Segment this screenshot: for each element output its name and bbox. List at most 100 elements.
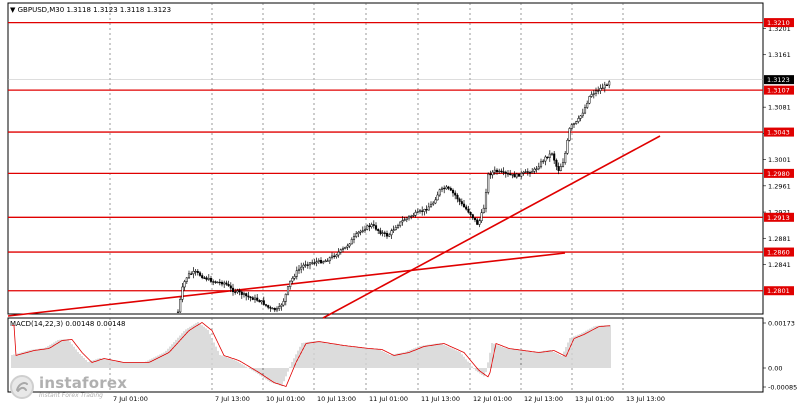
candle-body xyxy=(348,243,351,247)
candle-body xyxy=(412,215,415,217)
macd-header: MACD(14,22,3) 0.00148 0.00148 xyxy=(10,320,126,328)
candle-body xyxy=(346,245,349,248)
level-label: 1.3210 xyxy=(767,19,790,27)
candle-body xyxy=(522,172,525,174)
candle-body xyxy=(524,171,527,173)
level-label: 1.2801 xyxy=(767,287,790,295)
candle-body xyxy=(379,230,382,234)
candle-body xyxy=(324,260,327,262)
candle-body xyxy=(269,307,272,309)
candle-body xyxy=(372,224,375,226)
candle-body xyxy=(234,291,237,293)
candle-body xyxy=(236,290,239,293)
candle-body xyxy=(201,275,204,279)
candle-body xyxy=(282,301,285,306)
time-label: 12 Jul 01:00 xyxy=(473,395,512,403)
candle-body xyxy=(478,220,481,225)
candle-body xyxy=(550,153,554,155)
price-tick-label: 1.2881 xyxy=(768,235,791,243)
candle-body xyxy=(491,171,494,176)
candle-body xyxy=(392,229,395,231)
level-tag xyxy=(764,85,794,95)
candle-body xyxy=(306,264,309,266)
candle-body xyxy=(308,262,312,266)
candle-body xyxy=(487,173,490,193)
candle-body xyxy=(410,215,413,218)
candle-body xyxy=(425,208,428,211)
candle-body xyxy=(553,153,556,161)
candle-body xyxy=(185,277,188,282)
candle-body xyxy=(504,171,507,174)
candle-body xyxy=(368,225,371,228)
price-tick-label: 1.2841 xyxy=(768,261,791,269)
level-label: 1.2980 xyxy=(767,170,790,178)
candle-body xyxy=(588,96,591,104)
candle-body xyxy=(423,208,426,212)
candle-body xyxy=(416,211,419,213)
candle-body xyxy=(300,266,303,270)
candle-body xyxy=(181,286,184,300)
symbol-header: ▼ GBPUSD,M30 1.3118 1.3123 1.3118 1.3123 xyxy=(10,6,171,14)
time-label: 12 Jul 13:00 xyxy=(524,395,563,403)
price-tick-label: 1.3201 xyxy=(768,25,791,33)
candle-body xyxy=(401,220,404,223)
candle-body xyxy=(212,281,215,283)
collapse-triangle-icon[interactable]: ▼ xyxy=(10,6,16,14)
candle-body xyxy=(315,261,318,264)
candle-body xyxy=(429,203,433,208)
candle-body xyxy=(192,271,195,275)
candle-body xyxy=(183,281,186,288)
candle-body xyxy=(570,124,573,129)
candle-body xyxy=(447,186,450,189)
candle-body xyxy=(203,277,206,279)
logo-slogan: Instant Forex Trading xyxy=(39,391,103,399)
candle-body xyxy=(480,212,483,222)
candle-body xyxy=(352,236,356,240)
candle-body xyxy=(548,153,551,158)
macd-frame xyxy=(7,317,764,393)
candle-body xyxy=(597,90,600,92)
candle-body xyxy=(295,270,298,277)
candle-body xyxy=(460,201,463,205)
level-label: 1.3043 xyxy=(767,129,790,137)
candle-body xyxy=(456,194,459,200)
candle-body xyxy=(328,257,331,262)
candle-body xyxy=(605,84,609,86)
candle-body xyxy=(528,172,532,174)
candle-body xyxy=(427,206,430,211)
candle-body xyxy=(322,261,325,264)
candle-body xyxy=(539,161,543,168)
candle-body xyxy=(240,291,243,295)
main-frame xyxy=(7,2,764,315)
candle-body xyxy=(238,290,241,293)
candle-body xyxy=(568,128,571,141)
candle-body xyxy=(225,282,228,285)
level-tag xyxy=(764,212,794,222)
candle-body xyxy=(407,216,411,219)
candle-body xyxy=(363,229,367,231)
time-label: 11 Jul 13:00 xyxy=(421,395,460,403)
candle-body xyxy=(317,260,320,262)
candle-body xyxy=(249,296,252,299)
price-tick-label: 1.2921 xyxy=(768,209,791,217)
candle-body xyxy=(229,285,232,289)
candle-body xyxy=(196,270,199,273)
candle-body xyxy=(304,264,307,266)
candle-body xyxy=(396,225,400,228)
candle-body xyxy=(471,214,474,219)
candle-body xyxy=(337,251,340,256)
candle-body xyxy=(581,112,584,117)
candle-body xyxy=(535,168,538,170)
candle-body xyxy=(432,202,435,205)
level-tag xyxy=(764,168,794,178)
candle-body xyxy=(559,166,562,171)
current-price-tag xyxy=(764,75,794,85)
candle-body xyxy=(564,153,567,163)
macd-tick-label: 0.00173 xyxy=(768,320,795,328)
macd-tick-label: -0.00085 xyxy=(768,384,797,392)
candle-body xyxy=(469,211,472,215)
candle-body xyxy=(253,297,257,300)
trendline-lower xyxy=(7,252,566,317)
